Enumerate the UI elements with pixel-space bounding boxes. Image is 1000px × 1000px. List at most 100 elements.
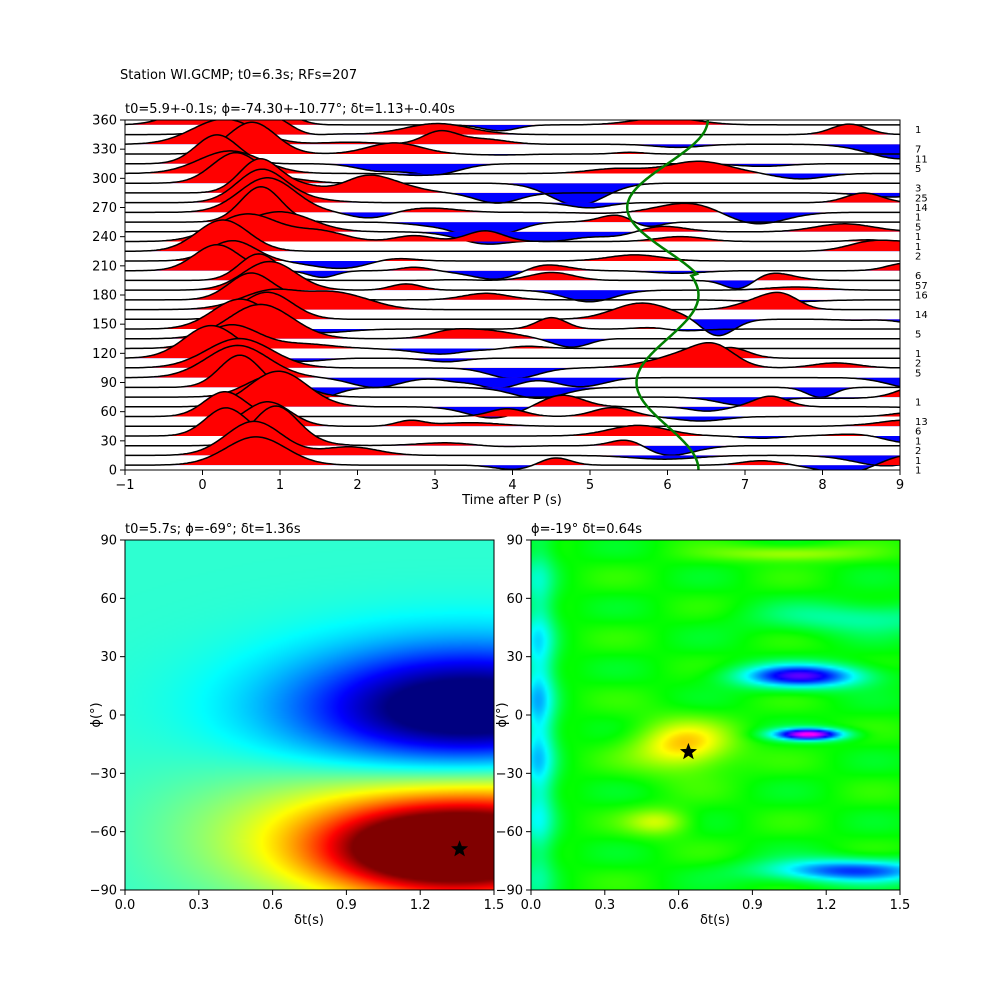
trace-count-label: 2	[915, 359, 921, 370]
best-fit-star-icon	[679, 742, 697, 760]
energy-map-panel-right: ϕ=-19° δt=0.64s 0.0 0.3 0.6 0.9 1.2 1.5 −90 −6…	[495, 522, 910, 928]
top-y-tick-label: 330	[92, 143, 117, 158]
left-x-ticks: 0.0 0.3 0.6 0.9 1.2 1.5	[115, 890, 505, 913]
left-y-axis-label: ϕ(°)	[89, 702, 104, 727]
top-x-tick-label: 9	[896, 478, 904, 493]
y-tick-label: 0	[515, 709, 523, 724]
top-x-axis-label: Time after P (s)	[461, 493, 562, 508]
top-x-tick-label: 6	[663, 478, 671, 493]
best-fit-star-icon	[451, 840, 469, 857]
wiggle-trace	[125, 420, 900, 467]
right-y-axis-label: ϕ(°)	[495, 702, 510, 727]
y-tick-label: −90	[496, 884, 523, 899]
y-tick-label: 90	[100, 534, 117, 549]
right-x-ticks: 0.0 0.3 0.6 0.9 1.2 1.5	[521, 890, 911, 913]
right-heatmap-image	[531, 540, 900, 890]
fit-curve	[625, 120, 710, 470]
y-tick-label: 0	[109, 709, 117, 724]
trace-count-label: 1	[915, 349, 921, 360]
wiggle-trace	[125, 150, 900, 180]
trace-count-label: 6	[915, 271, 921, 282]
y-tick-label: 60	[100, 592, 117, 607]
trace-count-label: 7	[915, 145, 921, 156]
trace-count-label: 16	[915, 291, 928, 302]
top-x-tick-label: 8	[818, 478, 826, 493]
y-tick-label: 60	[506, 592, 523, 607]
wiggle-trace	[125, 288, 900, 311]
trace-count-label: 1	[915, 242, 921, 253]
trace-count-label: 6	[915, 427, 921, 438]
trace-count-label: 1	[915, 232, 921, 243]
top-y-tick-label: 300	[92, 172, 117, 187]
right-y-ticks: −90 −60 −30 0 30 60 90	[496, 534, 531, 899]
top-x-tick-label: −1	[115, 478, 134, 493]
left-y-ticks: −90 −60 −30 0 30 60 90	[90, 534, 125, 899]
top-x-tick-label: 3	[431, 478, 439, 493]
wiggle-trace	[125, 260, 900, 303]
right-x-axis-label: δt(s)	[700, 913, 730, 928]
trace-count-label: 2	[915, 446, 921, 457]
top-x-tick-label: 2	[353, 478, 361, 493]
trace-count-label: 13	[915, 417, 928, 428]
trace-count-label: 1	[915, 213, 921, 224]
x-tick-label: 1.2	[410, 898, 431, 913]
trace-count-label: 1	[915, 436, 921, 447]
top-y-tick-label: 240	[92, 230, 117, 245]
trace-count-label: 1	[915, 466, 921, 477]
x-tick-label: 0.0	[521, 898, 542, 913]
left-heatmap-title: t0=5.7s; ϕ=-69°; δt=1.36s	[125, 522, 301, 537]
energy-map-panel-left: t0=5.7s; ϕ=-69°; δt=1.36s 0.0 0.3 0.6 0.9 1.…	[89, 522, 504, 928]
x-tick-label: 1.5	[484, 898, 505, 913]
top-y-tick-label: 180	[92, 289, 117, 304]
y-tick-label: 30	[506, 650, 523, 665]
top-x-tick-label: 4	[508, 478, 516, 493]
wiggle-trace	[125, 436, 900, 470]
top-y-tick-label: 60	[100, 405, 117, 420]
right-heatmap-title: ϕ=-19° δt=0.64s	[531, 522, 642, 537]
wiggle-trace	[125, 291, 900, 337]
top-y-tick-label: 210	[92, 259, 117, 274]
top-y-tick-label: 360	[92, 114, 117, 129]
x-tick-label: 0.9	[336, 898, 357, 913]
trace-count-label: 1	[915, 397, 921, 408]
x-tick-label: 1.5	[890, 898, 911, 913]
trace-count-label: 25	[915, 193, 928, 204]
trace-count-label: 5	[915, 329, 921, 340]
x-tick-label: 0.0	[115, 898, 136, 913]
y-tick-label: −30	[496, 767, 523, 782]
top-y-tick-label: 270	[92, 201, 117, 216]
top-y-tick-label: 120	[92, 347, 117, 362]
trace-count-label: 5	[915, 164, 921, 175]
y-tick-label: −30	[90, 767, 117, 782]
top-x-tick-label: 1	[276, 478, 284, 493]
trace-count-label: 5	[915, 222, 921, 233]
trace-count-label: 1	[915, 125, 921, 136]
left-heatmap-image	[125, 540, 494, 890]
top-y-ticks: 0 30 60 90 120 150 180 210 240 270 300 330 360	[92, 114, 125, 479]
receiver-function-panel: t0=5.9+-0.1s; ϕ=-74.30+-10.77°; δt=1.13+…	[92, 102, 928, 508]
left-x-axis-label: δt(s)	[294, 913, 324, 928]
top-x-tick-label: 5	[586, 478, 594, 493]
y-tick-label: −60	[90, 825, 117, 840]
wiggle-trace	[125, 157, 900, 204]
trace-count-label: 3	[915, 184, 921, 195]
top-x-tick-label: 7	[741, 478, 749, 493]
trace-count-label: 2	[915, 252, 921, 263]
top-y-tick-label: 90	[100, 376, 117, 391]
trace-count-label: 57	[915, 281, 928, 292]
wiggle-trace	[125, 213, 900, 243]
wiggle-trace	[125, 344, 900, 390]
top-y-tick-label: 150	[92, 318, 117, 333]
y-tick-label: 30	[100, 650, 117, 665]
x-tick-label: 0.9	[742, 898, 763, 913]
trace-count-label: 5	[915, 368, 921, 379]
trace-count-label: 11	[915, 154, 928, 165]
x-tick-label: 0.6	[262, 898, 283, 913]
top-y-tick-label: 0	[109, 464, 117, 479]
x-tick-label: 0.6	[668, 898, 689, 913]
x-tick-label: 0.3	[594, 898, 615, 913]
wiggle-traces	[125, 120, 900, 470]
top-x-tick-label: 0	[198, 478, 206, 493]
top-x-ticks: −1 0 1 2 3 4 5 6 7 8 9	[115, 470, 904, 493]
